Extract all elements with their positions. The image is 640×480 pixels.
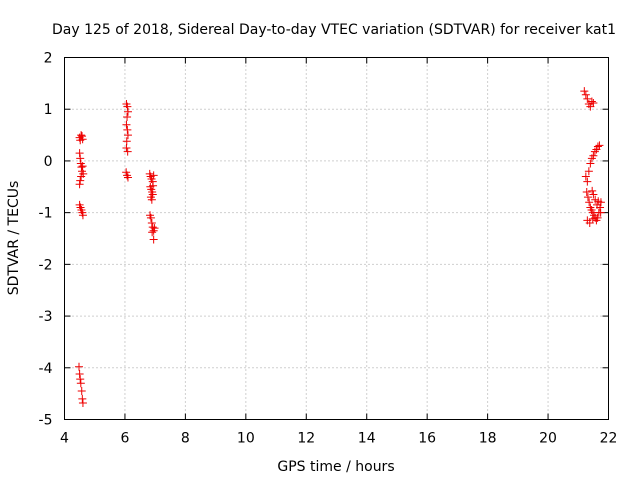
data-point — [123, 107, 132, 116]
data-points — [75, 87, 605, 407]
data-point — [589, 190, 598, 199]
x-tick-label: 20 — [539, 431, 557, 447]
data-point — [581, 90, 590, 99]
data-point — [78, 211, 87, 220]
data-point — [580, 87, 589, 96]
y-tick-label: -3 — [39, 309, 53, 325]
x-tick-label: 10 — [237, 431, 255, 447]
x-tick-label: 16 — [418, 431, 436, 447]
data-point — [587, 97, 596, 106]
data-point — [593, 142, 602, 151]
data-point — [123, 147, 132, 156]
data-point — [123, 173, 132, 182]
data-point — [75, 362, 84, 371]
data-point — [75, 369, 84, 378]
grid-lines — [64, 57, 609, 420]
data-point — [123, 171, 132, 180]
data-point — [588, 214, 597, 223]
data-point — [589, 151, 598, 160]
data-point — [585, 198, 594, 207]
data-point — [149, 235, 158, 244]
data-point — [147, 195, 156, 204]
data-point — [584, 167, 593, 176]
x-tick-label: 8 — [181, 431, 190, 447]
data-point — [586, 159, 595, 168]
x-tick-label: 18 — [479, 431, 497, 447]
x-axis-label: GPS time / hours — [277, 459, 394, 475]
data-point — [149, 171, 158, 180]
data-point — [583, 193, 592, 202]
data-point — [594, 197, 603, 206]
y-tick-label: -2 — [39, 257, 53, 273]
data-point — [123, 102, 132, 111]
data-point — [149, 181, 158, 190]
x-tick-label: 14 — [358, 431, 376, 447]
data-point — [76, 375, 85, 384]
chart-title: Day 125 of 2018, Sidereal Day-to-day VTE… — [52, 22, 616, 38]
data-point — [76, 379, 85, 388]
data-point — [581, 172, 590, 181]
data-point — [78, 162, 87, 171]
data-point — [78, 398, 87, 407]
y-tick-label: 2 — [44, 51, 53, 67]
data-point — [148, 223, 157, 232]
x-tick-label: 22 — [600, 431, 618, 447]
y-tick-label: 0 — [44, 154, 53, 170]
x-tick-label: 6 — [120, 431, 129, 447]
x-tick-label: 4 — [60, 431, 69, 447]
data-point — [590, 147, 599, 156]
y-tick-label: -4 — [39, 361, 53, 377]
data-point — [593, 213, 602, 222]
data-point — [582, 187, 591, 196]
data-point — [148, 228, 157, 237]
data-point — [122, 120, 131, 129]
y-tick-label: 1 — [44, 102, 53, 118]
data-point — [77, 163, 86, 172]
data-point — [146, 213, 155, 222]
data-point — [75, 180, 84, 189]
data-point — [122, 144, 131, 152]
data-point — [147, 218, 156, 227]
axis-ticks — [64, 57, 609, 420]
data-point — [78, 394, 87, 403]
data-point — [122, 137, 131, 146]
data-point — [588, 186, 597, 195]
data-point — [150, 224, 159, 233]
data-point — [78, 135, 87, 144]
data-point — [77, 131, 86, 140]
y-tick-label: -1 — [39, 206, 53, 222]
data-point — [77, 387, 86, 396]
data-point — [596, 208, 605, 217]
data-point — [123, 125, 132, 134]
y-tick-label: -5 — [39, 413, 53, 429]
x-tick-label: 12 — [297, 431, 315, 447]
data-point — [589, 99, 598, 108]
data-point — [76, 176, 85, 185]
y-axis-label: SDTVAR / TECUs — [6, 181, 22, 296]
data-point — [595, 141, 604, 150]
data-point — [123, 112, 132, 121]
data-point — [583, 94, 592, 103]
data-point — [79, 169, 88, 178]
data-point — [76, 154, 85, 163]
data-point — [148, 190, 157, 199]
data-point — [583, 177, 592, 186]
data-point — [123, 131, 132, 140]
y-tick-labels: 2 1 0 -1 -2 -3 -4 -5 — [39, 51, 53, 429]
x-tick-labels: 4 6 8 10 12 14 16 18 20 22 — [60, 431, 617, 447]
data-point — [75, 149, 84, 158]
plot-area — [64, 57, 609, 420]
data-point — [593, 200, 602, 209]
data-point — [585, 218, 594, 227]
